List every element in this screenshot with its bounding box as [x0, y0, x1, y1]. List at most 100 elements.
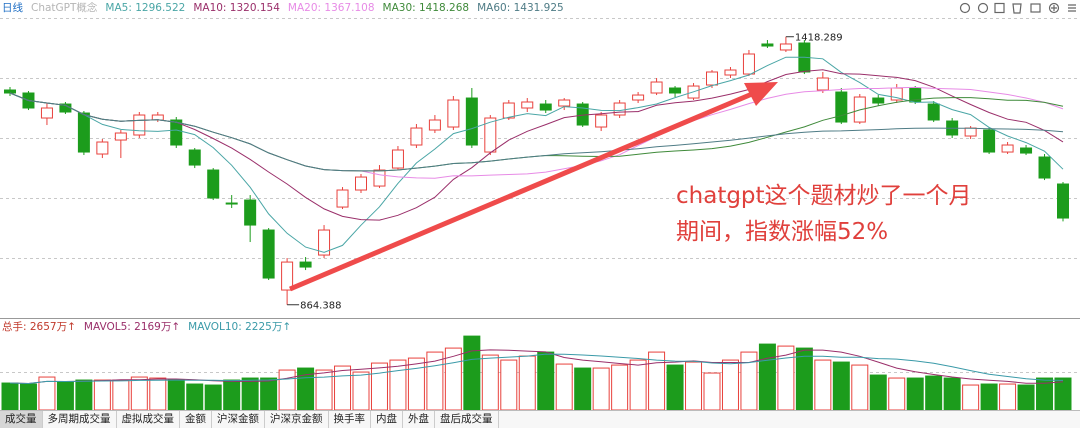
- icon[interactable]: [977, 2, 989, 14]
- volume-bar: [407, 357, 425, 411]
- volume-bar: [241, 377, 259, 411]
- candle-body: [927, 103, 940, 121]
- tab[interactable]: 沪深金额: [212, 411, 265, 428]
- ma-legend-item: MA10: 1320.154: [193, 2, 280, 14]
- candle-body: [77, 112, 90, 153]
- candle-body: [964, 127, 977, 137]
- volume-bar: [334, 365, 352, 411]
- volume-bar: [537, 351, 555, 411]
- icon[interactable]: [1068, 4, 1076, 12]
- volume-bars: [1, 335, 1072, 411]
- candle-body: [4, 89, 16, 94]
- volume-bar: [75, 379, 93, 411]
- icon[interactable]: [1048, 2, 1060, 14]
- tab[interactable]: 成交量: [0, 411, 43, 428]
- volume-bar: [851, 364, 869, 411]
- volume-bar: [463, 335, 481, 411]
- arrow: [289, 82, 778, 292]
- mavol-line: [9, 349, 1064, 385]
- icon[interactable]: [1012, 3, 1022, 14]
- candle-body: [391, 149, 404, 169]
- icon[interactable]: [994, 2, 1005, 14]
- candle-body: [835, 91, 848, 123]
- volume-bar: [629, 359, 647, 411]
- candle-body: [151, 114, 164, 121]
- volume-bar: [149, 377, 167, 411]
- volume-bar: [721, 359, 739, 411]
- tab[interactable]: 换手率: [329, 411, 371, 428]
- annotation-line: chatgpt这个题材炒了一个月: [676, 183, 972, 209]
- candles: [4, 36, 1069, 305]
- volume-bar: [999, 383, 1017, 411]
- toolbar-icons: [959, 2, 1076, 14]
- candle-body: [170, 119, 183, 146]
- tab[interactable]: 沪深京金额: [265, 411, 329, 428]
- ma-legend: 日线 ChatGPT概念 MA5: 1296.522 MA10: 1320.154…: [2, 0, 564, 16]
- volume-bar: [703, 372, 721, 411]
- candle-body: [244, 199, 257, 226]
- candle-body: [447, 99, 460, 128]
- candle-body: [632, 94, 645, 101]
- volume-bar: [962, 384, 980, 411]
- volume-bar: [869, 374, 887, 411]
- annotation-line: 期间，指数涨幅52%: [676, 219, 889, 245]
- candle-body: [262, 229, 275, 279]
- volume-bar: [481, 354, 499, 411]
- icon[interactable]: [1051, 5, 1057, 11]
- volume-legend: 总手: 2657万↑ MAVOL5: 2169万↑ MAVOL10: 2225万↑: [2, 319, 291, 335]
- volume-bar: [1017, 384, 1035, 411]
- volume-bar: [56, 381, 74, 411]
- volume-bar: [666, 364, 684, 411]
- tab-bar: 成交量 多周期成交量 虚拟成交量 金额 沪深金额 沪深京金额 换手率 内盘 外盘 盘后成交量: [0, 410, 1080, 428]
- candle-body: [1001, 144, 1014, 153]
- volume-bar: [389, 359, 407, 411]
- volume-bar: [611, 364, 629, 411]
- tab[interactable]: 盘后成交量: [435, 411, 499, 428]
- tab[interactable]: 内盘: [371, 411, 403, 428]
- volume-bar: [814, 359, 832, 411]
- candle-body: [465, 97, 478, 146]
- volume-bar: [888, 377, 906, 411]
- volume-bar: [112, 379, 130, 411]
- ma-line: [9, 92, 1064, 172]
- icon[interactable]: [959, 2, 971, 14]
- candle-body: [484, 117, 497, 153]
- period[interactable]: 日线: [2, 2, 23, 14]
- volume-bar: [130, 376, 148, 411]
- mavol-line: [9, 353, 1064, 385]
- candle-body: [521, 101, 534, 109]
- candle-body: [669, 87, 682, 94]
- tab[interactable]: 外盘: [403, 411, 435, 428]
- volume-bar: [1054, 377, 1072, 411]
- volume-bar: [555, 363, 573, 411]
- volume-bar: [777, 345, 795, 411]
- volume-bar: [278, 369, 296, 411]
- volume-legend-item: MAVOL5: 2169万↑: [83, 321, 181, 333]
- tab[interactable]: 虚拟成交量: [117, 411, 180, 428]
- candle-body: [428, 119, 441, 131]
- volume-bar: [167, 379, 185, 411]
- candle-body: [299, 261, 312, 268]
- index-name: ChatGPT概念: [31, 2, 98, 14]
- candle-body: [539, 103, 552, 111]
- volume-bar: [19, 383, 37, 411]
- tab[interactable]: 金额: [180, 411, 212, 428]
- candle-body: [40, 107, 53, 119]
- candle-body: [872, 97, 885, 104]
- ma-line: [9, 92, 1064, 172]
- volume-bar: [758, 343, 776, 411]
- volume-bar: [906, 377, 924, 411]
- candle-body: [983, 129, 996, 153]
- volume-legend-item: MAVOL10: 2225万↑: [188, 321, 292, 333]
- volume-bar: [1, 382, 19, 411]
- volume-bar: [223, 379, 241, 411]
- icon[interactable]: [1030, 3, 1041, 13]
- tab[interactable]: 多周期成交量: [43, 411, 117, 428]
- arrow-head: [744, 82, 778, 106]
- volume-bar: [832, 361, 850, 411]
- ma-legend-item: MA30: 1418.268: [382, 2, 470, 14]
- annotation: chatgpt这个题材炒了一个月 期间，指数涨幅52%: [676, 178, 972, 250]
- volume-bar: [315, 369, 333, 411]
- candle-body: [595, 114, 608, 128]
- candle-body: [742, 53, 755, 75]
